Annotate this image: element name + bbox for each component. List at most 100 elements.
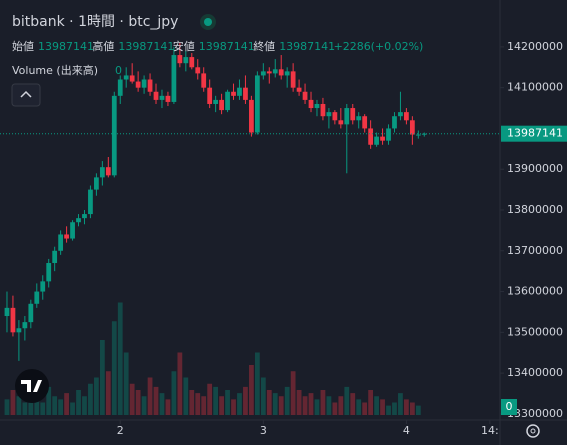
legend-label: 始値 [12, 39, 34, 53]
volume-bar [28, 393, 34, 415]
candle-body [159, 95, 165, 100]
y-tick-label: 13700000 [507, 244, 563, 257]
candle-body [76, 218, 81, 223]
candle-body [278, 69, 284, 76]
volume-name: Volume (出来高) [12, 63, 98, 77]
candle-body [82, 214, 87, 219]
chart-title: bitbank · 1時間 · btc_jpy [12, 14, 178, 30]
volume-bar [356, 399, 362, 415]
candle-body [415, 134, 421, 136]
volume-bar [213, 386, 219, 415]
candle-body [123, 75, 129, 80]
candle-body [219, 99, 224, 111]
logo [15, 369, 49, 403]
volume-bar [147, 377, 153, 415]
candle-body [213, 99, 219, 104]
candle-body [64, 234, 69, 239]
volume-bar [94, 377, 99, 415]
volume-bar [201, 396, 207, 415]
volume-bar [58, 399, 64, 415]
x-tick-label: 14: [481, 424, 499, 437]
candle-body [129, 75, 135, 82]
candle-body [207, 87, 213, 104]
volume-bar [392, 402, 397, 415]
volume-bar [123, 352, 129, 415]
volume-bar [254, 352, 260, 415]
legend-value: 13987141 [279, 40, 335, 53]
candle-body [40, 281, 46, 292]
volume-bar [404, 399, 409, 415]
y-tick-label: 14200000 [507, 40, 563, 53]
candle-body [165, 95, 171, 102]
candle-body [332, 112, 338, 121]
candle-body [314, 103, 320, 109]
volume-bar [243, 386, 248, 415]
settings-icon[interactable] [526, 424, 540, 438]
volume-bar [362, 402, 368, 415]
y-tick-label: 14100000 [507, 81, 563, 94]
candle-body [195, 67, 201, 74]
candle-body [290, 71, 296, 88]
candle-body [111, 95, 117, 176]
volume-bar [266, 390, 272, 415]
volume-bar [135, 390, 141, 415]
volume-bar [231, 399, 236, 415]
candle-body [284, 71, 290, 76]
candle-body [99, 167, 105, 178]
candle-body [153, 91, 159, 100]
volume-bar [46, 386, 52, 415]
volume-value: 0 [115, 64, 122, 77]
volume-bar [117, 302, 123, 415]
volume-bar [195, 393, 201, 415]
volume-bar [249, 365, 254, 415]
candle-body [392, 116, 397, 129]
volume-bar [368, 390, 374, 415]
candle-body [272, 69, 278, 74]
candle-body [46, 263, 52, 282]
candle-body [58, 234, 64, 251]
candle-body [171, 55, 177, 102]
candle-body [338, 120, 344, 125]
volume-bar [308, 393, 314, 415]
volume-bar [409, 402, 415, 415]
y-tick-label: 13900000 [507, 162, 563, 175]
volume-bar [260, 377, 266, 415]
volume-last-label: 0 [506, 400, 513, 413]
volume-bar [88, 383, 93, 415]
x-tick-label: 3 [260, 424, 267, 437]
volume-bar [10, 390, 16, 415]
volume-bar [171, 371, 177, 415]
collapse-button[interactable] [11, 83, 41, 107]
volume-bar [225, 390, 230, 415]
candle-body [16, 328, 22, 333]
candle-body [260, 71, 266, 76]
y-tick-label: 13400000 [507, 366, 563, 379]
candle-body [380, 136, 385, 141]
volume-bar [111, 321, 117, 415]
candle-body [409, 120, 415, 135]
volume-bar [22, 402, 28, 415]
volume-bar [141, 396, 147, 415]
candle-body [70, 222, 75, 239]
legend-label: 終値 [253, 39, 275, 53]
volume-bar [374, 396, 379, 415]
candle-body [117, 79, 123, 96]
legend-change-pct: (+0.02%) [371, 40, 424, 53]
candle-body [177, 55, 183, 64]
volume-last-box [501, 399, 517, 415]
x-tick-label: 4 [403, 424, 410, 437]
candle-body [350, 108, 356, 121]
volume-bar [16, 396, 22, 415]
candle-body [183, 57, 189, 64]
candle-body [147, 79, 153, 92]
candle-body [94, 177, 99, 190]
volume-bar [350, 393, 356, 415]
candle-body [231, 91, 236, 96]
candle-body [28, 303, 34, 323]
candle-body [308, 99, 314, 109]
candle-body [421, 133, 427, 135]
candle-body [404, 112, 409, 121]
legend-value: 13987141 [118, 40, 174, 53]
